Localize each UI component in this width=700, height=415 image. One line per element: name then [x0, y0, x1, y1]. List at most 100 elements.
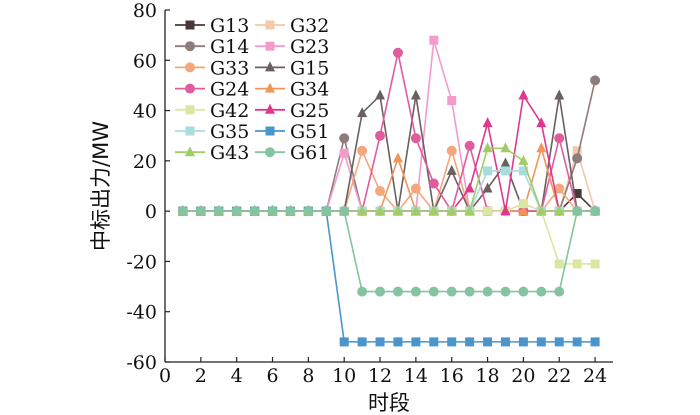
y-tick-label: -40 — [126, 302, 157, 324]
data-point-g51 — [357, 337, 367, 347]
data-point-g51 — [518, 337, 528, 347]
legend-item-g23: G23 — [255, 36, 329, 58]
data-point-g51 — [465, 337, 475, 347]
data-point-g61 — [177, 206, 188, 217]
data-point-g51 — [500, 337, 510, 347]
data-point-g61 — [518, 286, 529, 297]
data-point-g42 — [554, 259, 564, 269]
data-point-g14 — [339, 133, 350, 144]
y-tick-label: -20 — [126, 251, 157, 273]
legend-label: G43 — [210, 142, 249, 164]
legend-swatch-marker — [265, 61, 275, 72]
data-point-g33 — [375, 186, 386, 197]
data-point-g43 — [428, 205, 439, 216]
data-point-g61 — [482, 286, 493, 297]
data-point-g43 — [500, 142, 511, 153]
data-point-g23 — [339, 148, 349, 158]
data-point-g61 — [500, 286, 511, 297]
data-point-g25 — [536, 117, 547, 128]
data-point-g51 — [447, 337, 457, 347]
x-tick-label: 24 — [583, 365, 607, 387]
x-tick-label: 16 — [440, 365, 464, 387]
data-point-g61 — [285, 206, 296, 217]
data-point-g34 — [392, 152, 403, 163]
legend-item-g24: G24 — [175, 79, 249, 101]
legend-item-g42: G42 — [175, 100, 249, 122]
x-tick-label: 6 — [266, 365, 278, 387]
legend-label: G35 — [210, 121, 249, 143]
data-point-g43 — [536, 205, 547, 216]
x-tick-label: 4 — [231, 365, 243, 387]
legend-swatch-marker — [185, 105, 195, 115]
legend-label: G13 — [210, 15, 249, 37]
data-point-g61 — [303, 206, 314, 217]
data-point-g32 — [572, 146, 582, 156]
legend-swatch-marker — [185, 83, 195, 94]
data-point-g61 — [392, 286, 403, 297]
legend-swatch-marker — [265, 126, 275, 136]
data-point-g61 — [410, 286, 421, 297]
data-point-g51 — [590, 337, 600, 347]
data-point-g51 — [375, 337, 385, 347]
y-axis-title: 中标出力/MW — [89, 121, 113, 251]
data-point-g61 — [231, 206, 242, 217]
data-point-g43 — [375, 205, 386, 216]
data-point-g51 — [554, 337, 564, 347]
series-line-g42 — [182, 202, 596, 265]
data-point-g25 — [482, 117, 493, 128]
data-point-g42 — [483, 206, 493, 216]
data-point-g25 — [464, 182, 475, 193]
series-line-g61 — [182, 210, 596, 293]
x-tick-label: 14 — [404, 365, 428, 387]
data-point-g24 — [392, 47, 403, 58]
data-point-g23 — [447, 96, 457, 106]
legend-item-g51: G51 — [255, 121, 329, 143]
data-point-g15 — [410, 89, 421, 100]
data-point-g43 — [392, 205, 403, 216]
legend-label: G23 — [290, 36, 329, 58]
data-point-g51 — [393, 337, 403, 347]
data-point-g61 — [195, 206, 206, 217]
data-point-g25 — [518, 89, 529, 100]
series-g51 — [178, 206, 600, 347]
data-point-g43 — [357, 205, 368, 216]
legend-swatch-marker — [265, 82, 275, 93]
data-point-g23 — [429, 35, 439, 45]
data-point-g51 — [483, 337, 493, 347]
legend-item-g25: G25 — [255, 100, 329, 122]
x-tick-label: 8 — [302, 365, 314, 387]
data-point-g33 — [357, 145, 368, 156]
data-point-g15 — [375, 89, 386, 100]
legend-label: G25 — [290, 100, 329, 122]
legend-item-g32: G32 — [255, 15, 329, 37]
legend-swatch-marker — [265, 147, 275, 158]
legend-item-g15: G15 — [255, 57, 329, 79]
legend-swatch-marker — [185, 41, 195, 52]
data-point-g51 — [536, 337, 546, 347]
data-point-g42 — [572, 259, 582, 269]
data-point-g61 — [357, 286, 368, 297]
data-point-g42 — [518, 199, 528, 209]
data-point-g61 — [249, 206, 260, 217]
legend-swatch-marker — [185, 20, 195, 30]
axes — [164, 10, 613, 363]
data-point-g61 — [339, 206, 350, 217]
legend-label: G32 — [290, 15, 329, 37]
data-point-g24 — [375, 130, 386, 141]
legend-item-g14: G14 — [175, 36, 249, 58]
series-layer — [177, 35, 601, 347]
data-point-g14 — [572, 153, 583, 164]
data-point-g24 — [410, 133, 421, 144]
y-tick-label: -60 — [126, 352, 157, 374]
legend-item-g34: G34 — [255, 79, 329, 101]
y-tick-label: 80 — [133, 0, 157, 22]
data-point-g51 — [429, 337, 439, 347]
y-tick-label: 60 — [133, 50, 157, 72]
legend-label: G34 — [290, 79, 329, 101]
legend: G13 G32 G14 G23 G33 G15 G24 G34 G42 G25 G35 G51 G43 G… — [175, 15, 329, 164]
y-tick-label: 20 — [133, 151, 157, 173]
x-tick-label: 20 — [511, 365, 535, 387]
legend-swatch-marker — [185, 62, 195, 73]
legend-label: G42 — [210, 100, 249, 122]
